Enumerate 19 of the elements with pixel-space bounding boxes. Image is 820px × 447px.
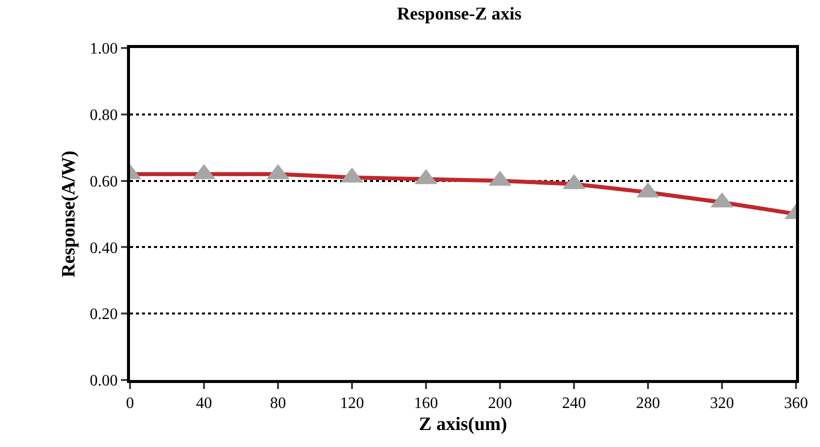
- x-tick-label: 280: [636, 395, 660, 412]
- y-tick-label: 1.00: [90, 40, 118, 58]
- x-axis-title: Z axis(um): [418, 414, 508, 435]
- x-tick-label: 40: [196, 395, 212, 412]
- x-tick-label: 160: [414, 395, 438, 412]
- x-tick-label: 320: [710, 395, 734, 412]
- chart-title: Response-Z axis: [396, 3, 522, 24]
- y-tick-label: 0.40: [90, 240, 118, 257]
- x-tick-label: 240: [562, 395, 586, 412]
- x-tick-label: 360: [784, 395, 808, 412]
- x-tick-label: 0: [126, 395, 134, 412]
- y-tick-label: 0.20: [90, 306, 118, 324]
- x-tick-label: 120: [340, 395, 364, 412]
- y-tick-label: 0.00: [90, 372, 118, 390]
- y-axis-title: Response(A/W): [58, 150, 80, 278]
- y-tick-label: 0.80: [90, 107, 118, 124]
- y-tick-label: 0.60: [90, 173, 118, 190]
- x-tick-label: 80: [270, 395, 286, 412]
- x-tick-label: 200: [488, 395, 512, 412]
